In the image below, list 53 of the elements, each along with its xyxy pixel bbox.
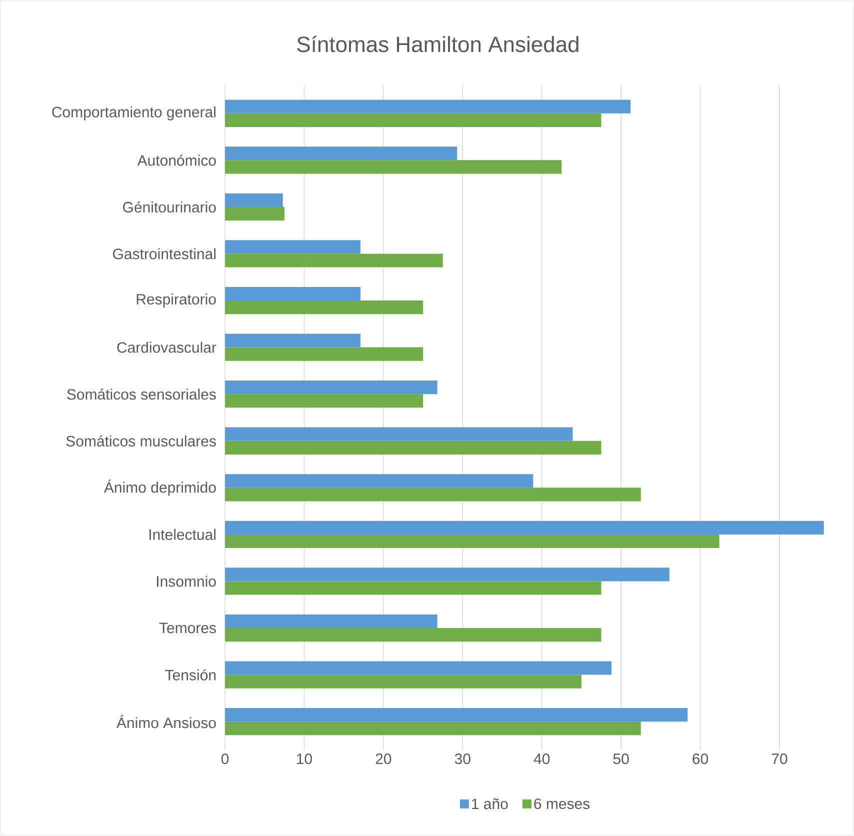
bar bbox=[225, 334, 360, 348]
bar bbox=[225, 347, 424, 361]
bar bbox=[225, 440, 602, 454]
y-tick-label: Autonómico bbox=[137, 154, 216, 166]
bar bbox=[225, 614, 438, 628]
y-tick-label: Somáticos sensoriales bbox=[67, 388, 216, 400]
bar bbox=[225, 708, 688, 722]
bar bbox=[225, 534, 720, 548]
bar bbox=[225, 300, 424, 314]
x-tick-label: 40 bbox=[534, 754, 550, 764]
bar bbox=[225, 100, 631, 114]
x-tick-label: 10 bbox=[297, 754, 312, 764]
y-tick-label: Ánimo Ansioso bbox=[116, 715, 216, 728]
y-tick-label: Somáticos musculares bbox=[66, 435, 216, 446]
bar bbox=[225, 113, 602, 127]
y-tick-label: Génitourinario bbox=[123, 201, 216, 213]
y-tick-label: Tensión bbox=[165, 669, 216, 680]
y-tick-label: Ánimo deprimido bbox=[104, 480, 216, 496]
bar bbox=[225, 581, 602, 595]
bar bbox=[225, 254, 443, 268]
chart-title: Síntomas Hamilton Ansiedad bbox=[297, 36, 578, 52]
bar bbox=[225, 628, 602, 642]
y-tick-label: Respiratorio bbox=[136, 294, 216, 308]
bar bbox=[225, 394, 424, 408]
legend-label: 6 meses bbox=[534, 798, 590, 810]
bar bbox=[225, 568, 670, 582]
legend-label: 1 año bbox=[472, 798, 508, 810]
x-tick-label: 70 bbox=[772, 754, 788, 764]
y-tick-label: Insomnio bbox=[157, 576, 216, 587]
y-tick-label: Comportamiento general bbox=[52, 106, 216, 120]
bar bbox=[225, 160, 562, 174]
bar bbox=[225, 380, 438, 394]
x-tick-label: 0 bbox=[221, 754, 229, 764]
x-tick-label: 30 bbox=[454, 754, 470, 764]
bar bbox=[225, 286, 360, 301]
bar bbox=[225, 240, 360, 254]
bar bbox=[225, 146, 458, 160]
x-tick-label: 50 bbox=[613, 754, 629, 764]
bar bbox=[225, 520, 824, 534]
y-tick-label: Intelectual bbox=[150, 528, 216, 540]
bar bbox=[225, 427, 573, 441]
bar bbox=[225, 674, 582, 688]
y-tick-label: Gastrointestinal bbox=[113, 248, 216, 260]
x-tick-label: 20 bbox=[376, 754, 392, 764]
x-tick-label: 60 bbox=[692, 754, 708, 764]
y-tick-label: Temores bbox=[159, 622, 216, 634]
bar bbox=[225, 474, 534, 488]
bar bbox=[225, 193, 283, 207]
bar bbox=[225, 488, 641, 502]
bar bbox=[225, 661, 612, 675]
bar bbox=[225, 206, 284, 221]
y-tick-label: Cardiovascular bbox=[117, 342, 216, 353]
bar bbox=[225, 722, 641, 736]
